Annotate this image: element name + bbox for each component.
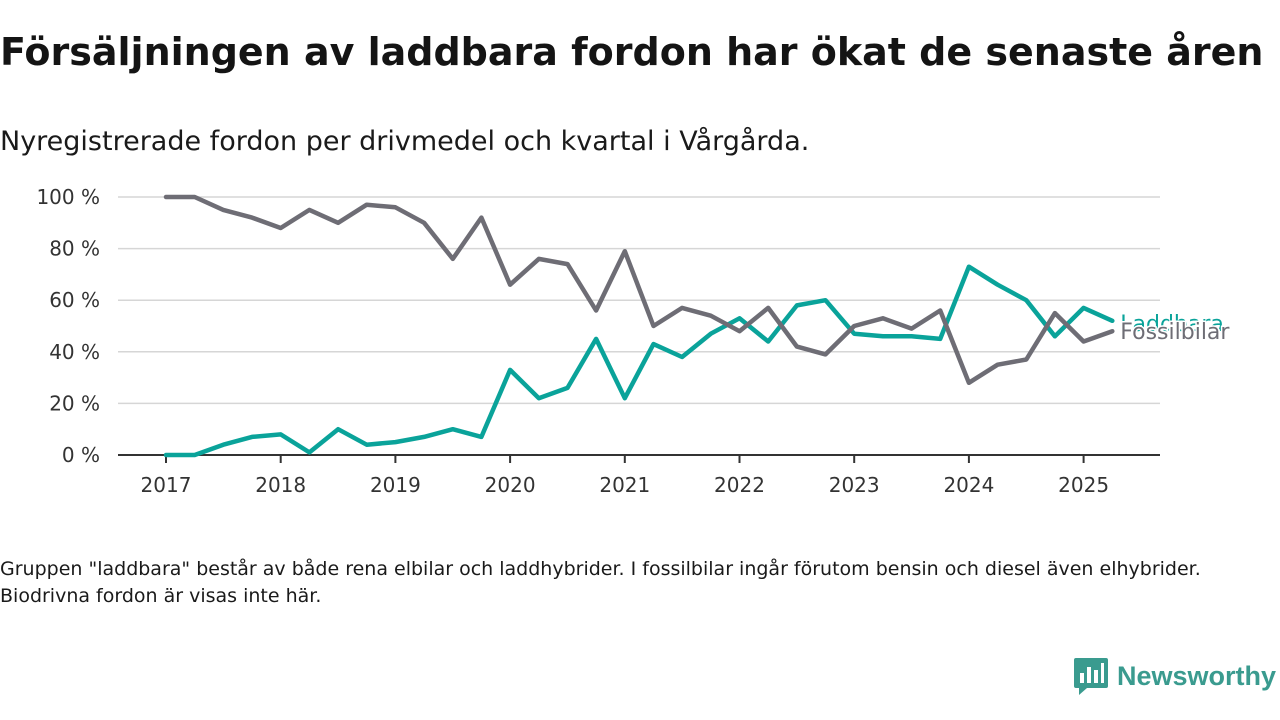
- y-tick-label-60: 60 %: [49, 288, 100, 312]
- y-tick-label-0: 0 %: [62, 443, 100, 467]
- y-tick-label-80: 80 %: [49, 237, 100, 261]
- x-tick-label-2017: 2017: [141, 473, 192, 497]
- x-tick-label-2023: 2023: [829, 473, 880, 497]
- x-tick-label-2020: 2020: [485, 473, 536, 497]
- x-tick-label-2022: 2022: [714, 473, 765, 497]
- x-tick-label-2025: 2025: [1058, 473, 1109, 497]
- y-tick-label-40: 40 %: [49, 340, 100, 364]
- series-lines: [163, 194, 1115, 458]
- y-tick-label-20: 20 %: [49, 391, 100, 415]
- brand: Newsworthy: [1073, 656, 1276, 696]
- series-label-laddbara: Laddbara: [1120, 312, 1224, 337]
- chart-title: Försäljningen av laddbara fordon har öka…: [0, 30, 1264, 74]
- x-tick-label-2021: 2021: [599, 473, 650, 497]
- brand-name: Newsworthy: [1116, 660, 1276, 691]
- series-label-fossilbilar: Fossilbilar: [1120, 320, 1230, 345]
- x-tick-label-2018: 2018: [255, 473, 306, 497]
- chart-subtitle: Nyregistrerade fordon per drivmedel och …: [0, 126, 810, 157]
- x-tick-label-2019: 2019: [370, 473, 421, 497]
- series-line-fossilbilar: [163, 194, 1115, 386]
- footnote: Gruppen "laddbara" består av både rena e…: [0, 558, 1201, 607]
- gridlines: [118, 196, 1160, 405]
- series-line-laddbara: [163, 264, 1115, 458]
- newsworthy-logo-icon: [1073, 658, 1108, 695]
- x-tick-label-2024: 2024: [943, 473, 994, 497]
- y-tick-label-100: 100 %: [36, 185, 100, 209]
- axes: 0 % 20 % 40 % 60 % 80 % 100 % 2017 2018 2019 2020…: [36, 185, 1160, 497]
